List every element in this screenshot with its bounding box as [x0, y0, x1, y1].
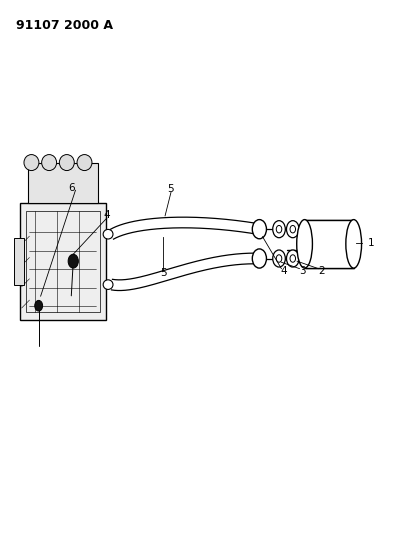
Text: 91107 2000 A: 91107 2000 A [16, 19, 113, 31]
Circle shape [286, 250, 299, 267]
Text: 3: 3 [299, 266, 306, 276]
Circle shape [68, 254, 78, 268]
Ellipse shape [103, 280, 113, 289]
Circle shape [252, 249, 266, 268]
Bar [28, 163, 98, 203]
Bar [305, 220, 354, 268]
Text: 2: 2 [318, 266, 325, 276]
Ellipse shape [59, 155, 74, 171]
Bar [14, 238, 24, 285]
Ellipse shape [297, 220, 312, 268]
Circle shape [286, 221, 299, 238]
Text: 4: 4 [104, 210, 110, 220]
Text: 6: 6 [68, 183, 75, 192]
Ellipse shape [42, 155, 57, 171]
Circle shape [252, 220, 266, 239]
Ellipse shape [103, 229, 113, 239]
Text: 5: 5 [160, 268, 166, 278]
Circle shape [35, 301, 42, 311]
Bar [26, 211, 100, 312]
Ellipse shape [77, 155, 92, 171]
Circle shape [273, 221, 285, 238]
Ellipse shape [24, 155, 39, 171]
Circle shape [273, 250, 285, 267]
Text: 1: 1 [368, 238, 375, 247]
Bar [20, 203, 106, 320]
Text: 4: 4 [281, 266, 287, 276]
Ellipse shape [346, 220, 362, 268]
Text: 5: 5 [168, 184, 174, 194]
